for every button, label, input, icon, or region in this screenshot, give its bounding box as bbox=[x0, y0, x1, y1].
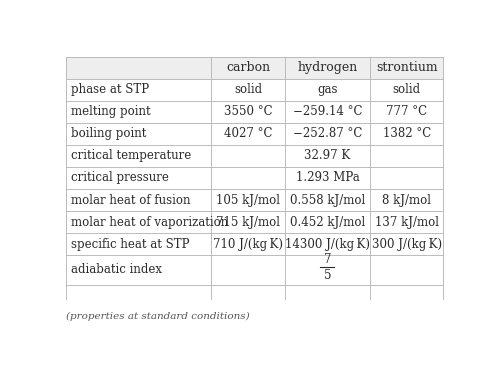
Text: boiling point: boiling point bbox=[71, 127, 146, 140]
Text: 4027 °C: 4027 °C bbox=[224, 127, 272, 140]
Text: 32.97 K: 32.97 K bbox=[304, 149, 350, 162]
Text: 1382 °C: 1382 °C bbox=[383, 127, 431, 140]
Text: 777 °C: 777 °C bbox=[386, 105, 427, 118]
Text: solid: solid bbox=[234, 83, 262, 96]
Text: 0.452 kJ/mol: 0.452 kJ/mol bbox=[290, 216, 365, 229]
Text: 8 kJ/mol: 8 kJ/mol bbox=[382, 194, 431, 207]
Text: specific heat at STP: specific heat at STP bbox=[71, 238, 189, 250]
Text: solid: solid bbox=[393, 83, 420, 96]
Text: 0.558 kJ/mol: 0.558 kJ/mol bbox=[290, 194, 365, 207]
Text: adiabatic index: adiabatic index bbox=[71, 264, 162, 276]
Text: 137 kJ/mol: 137 kJ/mol bbox=[375, 216, 439, 229]
Text: molar heat of vaporization: molar heat of vaporization bbox=[71, 216, 228, 229]
Bar bbox=[66, 123, 443, 145]
Text: melting point: melting point bbox=[71, 105, 150, 118]
Text: −259.14 °C: −259.14 °C bbox=[293, 105, 362, 118]
Text: 14300 J/(kg K): 14300 J/(kg K) bbox=[285, 238, 370, 250]
Bar bbox=[66, 79, 443, 101]
Text: 300 J/(kg K): 300 J/(kg K) bbox=[372, 238, 442, 250]
Text: 710 J/(kg K): 710 J/(kg K) bbox=[213, 238, 283, 250]
Text: molar heat of fusion: molar heat of fusion bbox=[71, 194, 190, 207]
Text: carbon: carbon bbox=[226, 61, 270, 74]
Text: −252.87 °C: −252.87 °C bbox=[293, 127, 362, 140]
Text: 105 kJ/mol: 105 kJ/mol bbox=[216, 194, 280, 207]
Text: 715 kJ/mol: 715 kJ/mol bbox=[216, 216, 280, 229]
Text: (properties at standard conditions): (properties at standard conditions) bbox=[66, 312, 249, 321]
Bar bbox=[66, 211, 443, 233]
Text: 3550 °C: 3550 °C bbox=[224, 105, 272, 118]
Text: 5: 5 bbox=[324, 269, 331, 282]
Bar bbox=[66, 167, 443, 189]
Bar bbox=[66, 57, 443, 79]
Text: phase at STP: phase at STP bbox=[71, 83, 149, 96]
Text: 1.293 MPa: 1.293 MPa bbox=[296, 171, 359, 184]
Text: strontium: strontium bbox=[376, 61, 437, 74]
Text: hydrogen: hydrogen bbox=[297, 61, 357, 74]
Bar bbox=[66, 189, 443, 211]
Text: critical pressure: critical pressure bbox=[71, 171, 168, 184]
Bar bbox=[66, 255, 443, 285]
Bar bbox=[66, 145, 443, 167]
Bar bbox=[66, 233, 443, 255]
Text: 7: 7 bbox=[324, 253, 331, 266]
Text: gas: gas bbox=[317, 83, 337, 96]
Text: critical temperature: critical temperature bbox=[71, 149, 191, 162]
Bar bbox=[66, 101, 443, 123]
